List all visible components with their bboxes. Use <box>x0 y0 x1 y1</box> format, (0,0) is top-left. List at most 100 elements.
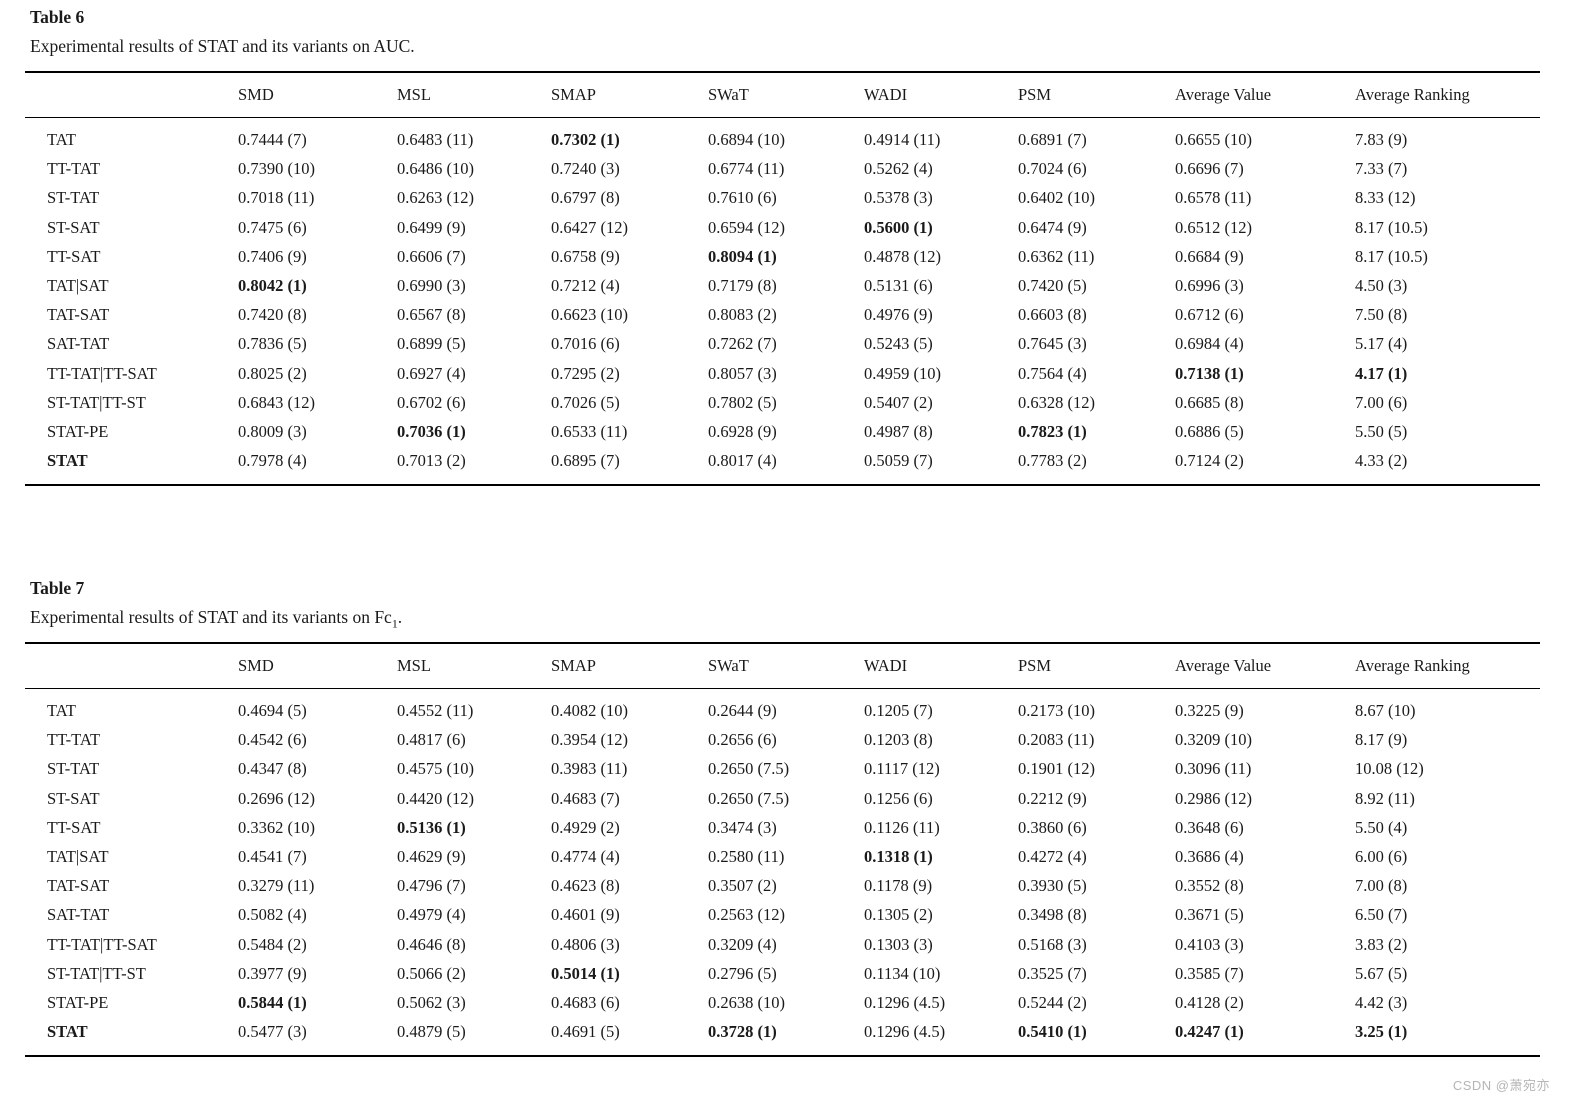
table-cell: 4.33 (2) <box>1355 451 1408 471</box>
table-cell: 0.7783 (2) <box>1018 451 1087 471</box>
table-cell: 0.6606 (7) <box>397 246 466 266</box>
table-cell: 0.6702 (6) <box>397 392 466 412</box>
table-cell: 0.3209 (10) <box>1175 730 1252 750</box>
table-cell: 0.3209 (4) <box>708 934 777 954</box>
table-cell: 0.5262 (4) <box>864 159 933 179</box>
table-cell: 0.4552 (11) <box>397 701 474 720</box>
table-cell: 0.6712 (6) <box>1175 305 1244 325</box>
table-cell: 0.7406 (9) <box>238 246 307 266</box>
table-cell: 0.3983 (11) <box>551 759 628 779</box>
table-cell: 0.2650 (7.5) <box>708 759 790 779</box>
table-cell: 0.5082 (4) <box>238 905 307 925</box>
table-cell: 0.6894 (10) <box>708 130 785 149</box>
row-label: TAT <box>47 130 76 149</box>
row-label: STAT-PE <box>47 992 109 1012</box>
column-header: Average Ranking <box>1355 72 1540 118</box>
table-cell: 8.67 (10) <box>1355 701 1416 720</box>
table-row: SAT-TAT 0.5082 (4) 0.4979 (4) 0.4601 (9) 0.2… <box>25 901 1540 930</box>
row-label: TT-SAT <box>47 817 101 837</box>
table-cell: 0.4646 (8) <box>397 934 466 954</box>
table-cell: 0.2083 (11) <box>1018 730 1095 750</box>
column-header: SMD <box>238 643 397 689</box>
table-cell: 0.4774 (4) <box>551 846 620 866</box>
row-label: TT-TAT <box>47 730 101 750</box>
table-row: TT-TAT 0.4542 (6) 0.4817 (6) 0.3954 (12) 0.2… <box>25 726 1540 755</box>
table-cell: 0.6427 (12) <box>551 217 628 237</box>
table-cell: 0.7036 (1) <box>397 421 466 441</box>
table-cell: 0.7610 (6) <box>708 188 777 208</box>
table-cell: 0.6594 (12) <box>708 217 785 237</box>
row-label: TT-TAT|TT-SAT <box>47 363 157 383</box>
table-cell: 0.4247 (1) <box>1175 1022 1244 1042</box>
table-cell: 0.8057 (3) <box>708 363 777 383</box>
table-row: TAT 0.7444 (7) 0.6483 (11) 0.7302 (1) 0.6894… <box>25 118 1540 155</box>
table-cell: 0.6533 (11) <box>551 421 628 441</box>
table-cell: 3.83 (2) <box>1355 934 1408 954</box>
table-cell: 0.6684 (9) <box>1175 246 1244 266</box>
header-row: SMD MSL SMAP SWaT WADI PSM Average Value Averag… <box>25 643 1540 689</box>
column-header: SWaT <box>708 72 864 118</box>
column-header: WADI <box>864 72 1018 118</box>
table-row: ST-TAT|TT-ST 0.3977 (9) 0.5066 (2) 0.5014 (… <box>25 959 1540 988</box>
table-row: TAT|SAT 0.8042 (1) 0.6990 (3) 0.7212 (4) 0.7… <box>25 271 1540 300</box>
table-cell: 0.4806 (3) <box>551 934 620 954</box>
table-cell: 0.4929 (2) <box>551 817 620 837</box>
table-cell: 0.1134 (10) <box>864 963 941 983</box>
table-row: TT-TAT 0.7390 (10) 0.6486 (10) 0.7240 (3) 0.… <box>25 155 1540 184</box>
table-cell: 8.17 (10.5) <box>1355 246 1428 266</box>
column-header <box>25 643 238 689</box>
table-cell: 0.4601 (9) <box>551 905 620 925</box>
table-cell: 0.4796 (7) <box>397 876 466 896</box>
column-header: SMAP <box>551 72 708 118</box>
table-cell: 10.08 (12) <box>1355 759 1424 779</box>
table-cell: 0.5168 (3) <box>1018 934 1087 954</box>
table-cell: 7.00 (6) <box>1355 392 1408 412</box>
table-cell: 0.5131 (6) <box>864 275 933 295</box>
table-cell: 0.4128 (2) <box>1175 992 1244 1012</box>
table-cell: 0.6655 (10) <box>1175 130 1252 149</box>
table-cell: 0.3279 (11) <box>238 876 315 896</box>
table-cell: 8.17 (9) <box>1355 730 1408 750</box>
table-cell: 0.7262 (7) <box>708 334 777 354</box>
table-row: TAT|SAT 0.4541 (7) 0.4629 (9) 0.4774 (4) 0.2… <box>25 842 1540 871</box>
row-label: ST-TAT <box>47 759 100 779</box>
table-cell: 0.6895 (7) <box>551 451 620 471</box>
table-cell: 0.5243 (5) <box>864 334 933 354</box>
table-cell: 0.1205 (7) <box>864 701 933 720</box>
table-cell: 0.6927 (4) <box>397 363 466 383</box>
table-cell: 0.6886 (5) <box>1175 421 1244 441</box>
table-cell: 0.2580 (11) <box>708 846 785 866</box>
header-row: SMD MSL SMAP SWaT WADI PSM Average Value Averag… <box>25 72 1540 118</box>
table-cell: 0.4629 (9) <box>397 846 466 866</box>
table-cell: 0.6474 (9) <box>1018 217 1087 237</box>
table-6-caption-text: Experimental results of STAT and its var… <box>30 36 415 56</box>
column-header <box>25 72 238 118</box>
table-cell: 0.6797 (8) <box>551 188 620 208</box>
table-cell: 0.7026 (5) <box>551 392 620 412</box>
table-6: SMD MSL SMAP SWaT WADI PSM Average Value Averag… <box>25 71 1540 487</box>
table-cell: 0.6402 (10) <box>1018 188 1095 208</box>
row-label: TT-TAT|TT-SAT <box>47 934 157 954</box>
table-cell: 0.1117 (12) <box>864 759 940 779</box>
table-cell: 0.3362 (10) <box>238 817 315 837</box>
table-cell: 0.4420 (12) <box>397 788 474 808</box>
row-label: ST-TAT <box>47 188 100 208</box>
table-cell: 4.17 (1) <box>1355 363 1408 383</box>
table-cell: 0.4272 (4) <box>1018 846 1087 866</box>
table-cell: 0.1203 (8) <box>864 730 933 750</box>
table-cell: 0.4817 (6) <box>397 730 466 750</box>
row-label: ST-SAT <box>47 217 100 237</box>
column-header: SMAP <box>551 643 708 689</box>
table-cell: 5.50 (5) <box>1355 421 1408 441</box>
table-cell: 6.00 (6) <box>1355 846 1408 866</box>
table-cell: 0.3930 (5) <box>1018 876 1087 896</box>
table-cell: 0.6685 (8) <box>1175 392 1244 412</box>
table-cell: 0.7240 (3) <box>551 159 620 179</box>
table-row: TT-TAT|TT-SAT 0.8025 (2) 0.6927 (4) 0.7295 … <box>25 359 1540 388</box>
table-cell: 0.8017 (4) <box>708 451 777 471</box>
table-cell: 0.6483 (11) <box>397 130 474 149</box>
table-7-caption-tail: . <box>397 607 403 627</box>
table-cell: 0.4082 (10) <box>551 701 628 720</box>
table-cell: 0.4541 (7) <box>238 846 307 866</box>
table-row: TAT-SAT 0.7420 (8) 0.6567 (8) 0.6623 (10) 0.… <box>25 301 1540 330</box>
